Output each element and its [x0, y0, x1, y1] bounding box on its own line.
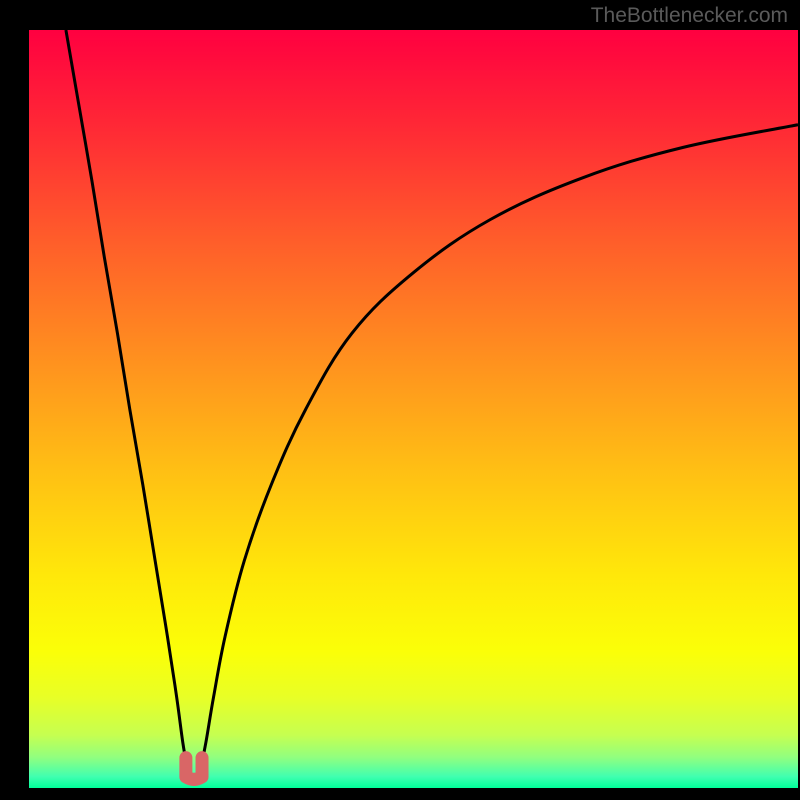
watermark-text: TheBottlenecker.com: [591, 4, 788, 28]
plot-area: [29, 30, 798, 788]
chart-container: TheBottlenecker.com: [0, 0, 800, 800]
curve-svg: [29, 30, 798, 788]
